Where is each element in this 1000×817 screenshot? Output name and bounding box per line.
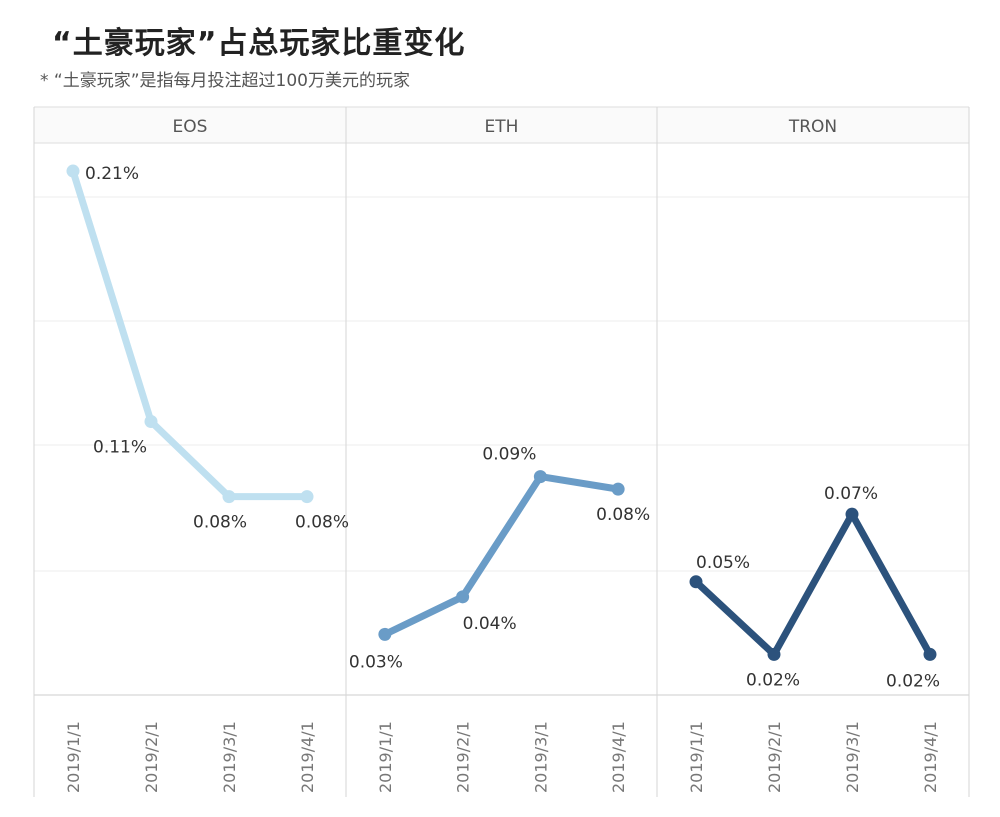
x-tick-label: 2019/2/1	[142, 721, 161, 793]
data-point	[300, 490, 314, 504]
data-point	[611, 482, 625, 496]
data-label: 0.07%	[824, 484, 878, 504]
data-point	[222, 490, 236, 504]
x-tick-label: 2019/3/1	[220, 721, 239, 793]
data-label: 0.02%	[746, 670, 800, 690]
data-point	[923, 647, 937, 661]
data-point	[845, 507, 859, 521]
panel-title-tron: TRON	[788, 117, 837, 137]
series-line-eth	[381, 473, 622, 638]
chart-title: “土豪玩家”占总玩家比重变化	[52, 26, 466, 61]
series-line-eos	[69, 167, 311, 501]
x-tick-label: 2019/1/1	[687, 721, 706, 793]
data-point	[456, 590, 470, 604]
x-tick-label: 2019/1/1	[376, 721, 395, 793]
data-label: 0.11%	[93, 438, 147, 458]
data-label: 0.03%	[349, 652, 403, 672]
data-label: 0.09%	[482, 445, 536, 465]
panel-title-eos: EOS	[173, 117, 208, 137]
x-tick-label: 2019/4/1	[609, 721, 628, 793]
x-tick-label: 2019/4/1	[298, 721, 317, 793]
data-point	[533, 470, 547, 484]
x-tick-label: 2019/1/1	[64, 721, 83, 793]
data-point	[66, 164, 80, 178]
x-tick-label: 2019/2/1	[765, 721, 784, 793]
data-label: 0.04%	[463, 614, 517, 634]
data-label: 0.08%	[295, 513, 349, 533]
data-label: 0.05%	[696, 553, 750, 573]
panel-title-eth: ETH	[485, 117, 519, 137]
data-label: 0.02%	[886, 671, 940, 691]
panel-header-band	[34, 107, 969, 143]
data-label: 0.21%	[85, 164, 139, 184]
series-line-tron	[692, 510, 934, 658]
x-tick-label: 2019/3/1	[531, 721, 550, 793]
data-label: 0.08%	[193, 513, 247, 533]
data-label: 0.08%	[596, 505, 650, 525]
data-point	[689, 575, 703, 589]
data-point	[378, 627, 392, 641]
x-tick-label: 2019/4/1	[921, 721, 940, 793]
chart-subtitle: * “土豪玩家”是指每月投注超过100万美元的玩家	[40, 71, 410, 91]
x-tick-label: 2019/2/1	[454, 721, 473, 793]
data-point	[767, 647, 781, 661]
x-tick-label: 2019/3/1	[843, 721, 862, 793]
data-point	[144, 415, 158, 428]
